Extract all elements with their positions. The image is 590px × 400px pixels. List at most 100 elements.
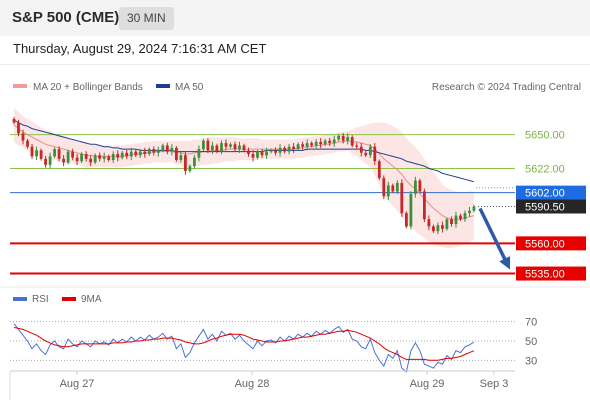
- candle: [418, 178, 422, 194]
- rsi-tick-2: 30: [525, 355, 537, 367]
- candle-body: [17, 122, 20, 134]
- ma20-legend-label: MA 20 + Bollinger Bands: [33, 82, 143, 93]
- ma20-legend-swatch: [13, 84, 27, 88]
- candle: [382, 175, 386, 200]
- x-tick-label-0: Aug 27: [60, 378, 95, 390]
- timeframe-badge[interactable]: 30 MIN: [119, 7, 174, 30]
- price-labels: 5650.00 5622.00 5602.00 5590.50 5560.00 5535.…: [516, 130, 586, 281]
- candle: [179, 152, 183, 163]
- candle: [35, 146, 38, 161]
- candle: [57, 146, 61, 162]
- candle: [17, 119, 20, 137]
- candle: [102, 152, 106, 163]
- candle-body: [436, 225, 440, 232]
- candle-body: [89, 158, 93, 163]
- level-label-3: 5590.50: [525, 202, 565, 214]
- candle: [156, 146, 160, 157]
- candle-body: [75, 157, 79, 162]
- candle-body: [472, 206, 476, 211]
- candle-body: [35, 150, 38, 157]
- candle-body: [184, 155, 187, 171]
- candle-body: [39, 150, 43, 159]
- candle-body: [296, 144, 300, 150]
- candle: [48, 152, 52, 169]
- candle-body: [147, 149, 151, 154]
- candle: [129, 147, 133, 161]
- candle-body: [305, 143, 309, 147]
- candle-body: [62, 158, 65, 163]
- candle: [400, 179, 404, 217]
- candle-body: [265, 151, 268, 156]
- candle-body: [260, 151, 264, 156]
- candle: [346, 133, 350, 145]
- candle: [147, 147, 151, 156]
- candle: [292, 142, 295, 153]
- candle: [395, 180, 399, 195]
- candle-body: [269, 150, 273, 152]
- candle: [328, 137, 332, 146]
- candle: [341, 133, 345, 144]
- rsi-ma-legend-label: 9MA: [81, 294, 102, 305]
- candle: [436, 222, 440, 235]
- top-bar: S&P 500 (CME) 30 MIN: [0, 0, 590, 36]
- candle-body: [292, 146, 295, 150]
- candle-body: [445, 219, 449, 229]
- rsi-tick-0: 70: [525, 317, 537, 329]
- candle-body: [111, 154, 115, 160]
- candle-body: [382, 178, 386, 197]
- candle: [184, 151, 187, 175]
- candle: [355, 142, 359, 150]
- candle-body: [359, 146, 363, 153]
- candle: [215, 143, 219, 154]
- candle: [120, 150, 124, 160]
- candles: [12, 117, 476, 235]
- header-divider: [0, 64, 590, 65]
- candle-body: [229, 144, 232, 147]
- x-axis-labels: Aug 27 Aug 28 Aug 29 Sep 3: [60, 371, 508, 390]
- candle-body: [373, 146, 377, 162]
- candle-body: [224, 143, 228, 147]
- candle-body: [274, 150, 277, 153]
- rsi-tick-1: 50: [525, 336, 537, 348]
- candle-body: [206, 140, 210, 151]
- candle: [247, 147, 250, 157]
- candle-body: [215, 145, 219, 152]
- candle: [71, 148, 74, 161]
- candle: [161, 143, 165, 153]
- candle: [62, 155, 65, 167]
- candle-body: [152, 149, 156, 153]
- level-tag-3: [516, 199, 586, 214]
- candle: [229, 142, 232, 149]
- candle-body: [283, 147, 286, 152]
- candle-body: [188, 166, 192, 171]
- candle-body: [337, 135, 341, 140]
- candle: [188, 164, 192, 173]
- ma50-legend-swatch: [156, 84, 170, 88]
- candle-body: [251, 154, 255, 158]
- candle: [84, 151, 88, 162]
- candle-body: [30, 146, 34, 157]
- candle: [287, 143, 291, 155]
- candle: [75, 153, 79, 165]
- candle: [283, 146, 286, 154]
- x-tick-label-1: Aug 28: [235, 378, 270, 390]
- candle: [39, 148, 43, 161]
- candle: [454, 211, 458, 228]
- level-label-2: 5602.00: [525, 188, 565, 200]
- candle-body: [102, 156, 106, 159]
- candle: [332, 135, 336, 147]
- candle: [337, 134, 341, 142]
- candle-body: [197, 149, 201, 158]
- candle: [319, 138, 323, 149]
- candle: [301, 141, 304, 150]
- candle-body: [80, 154, 83, 162]
- candle: [233, 141, 237, 152]
- candle: [405, 211, 408, 229]
- ma50-legend-label: MA 50: [175, 82, 204, 93]
- candle-body: [328, 140, 332, 144]
- copyright: Research © 2024 Trading Central: [432, 82, 581, 93]
- candle-body: [323, 140, 327, 145]
- candle-body: [405, 213, 408, 227]
- candle: [251, 150, 255, 162]
- candle-body: [400, 183, 404, 214]
